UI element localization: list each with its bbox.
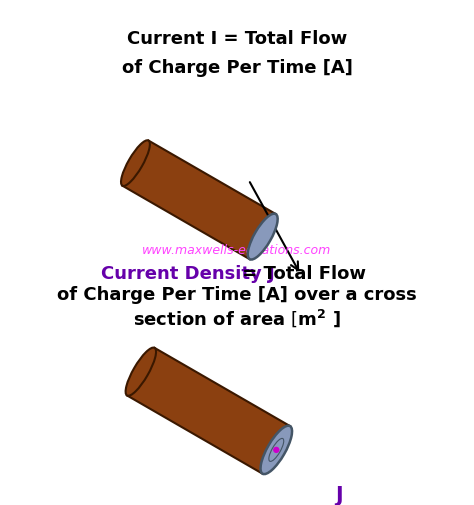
Polygon shape	[127, 348, 290, 474]
Ellipse shape	[269, 438, 284, 462]
Ellipse shape	[261, 426, 292, 474]
Text: www.maxwells-equations.com: www.maxwells-equations.com	[142, 243, 332, 257]
Text: of Charge Per Time [A] over a cross: of Charge Per Time [A] over a cross	[57, 286, 417, 304]
Ellipse shape	[248, 214, 278, 260]
Text: Current Density J: Current Density J	[101, 264, 275, 282]
Text: of Charge Per Time [A]: of Charge Per Time [A]	[121, 59, 353, 77]
Text: = Total Flow: = Total Flow	[236, 264, 366, 282]
Ellipse shape	[121, 141, 150, 187]
Ellipse shape	[126, 348, 156, 396]
Text: section of area $[\mathbf{m}^{\mathbf{2}}$ ]: section of area $[\mathbf{m}^{\mathbf{2}…	[133, 307, 341, 328]
Circle shape	[274, 447, 279, 452]
Text: J: J	[336, 485, 343, 505]
Polygon shape	[122, 141, 276, 260]
Text: Current I = Total Flow: Current I = Total Flow	[127, 30, 347, 48]
